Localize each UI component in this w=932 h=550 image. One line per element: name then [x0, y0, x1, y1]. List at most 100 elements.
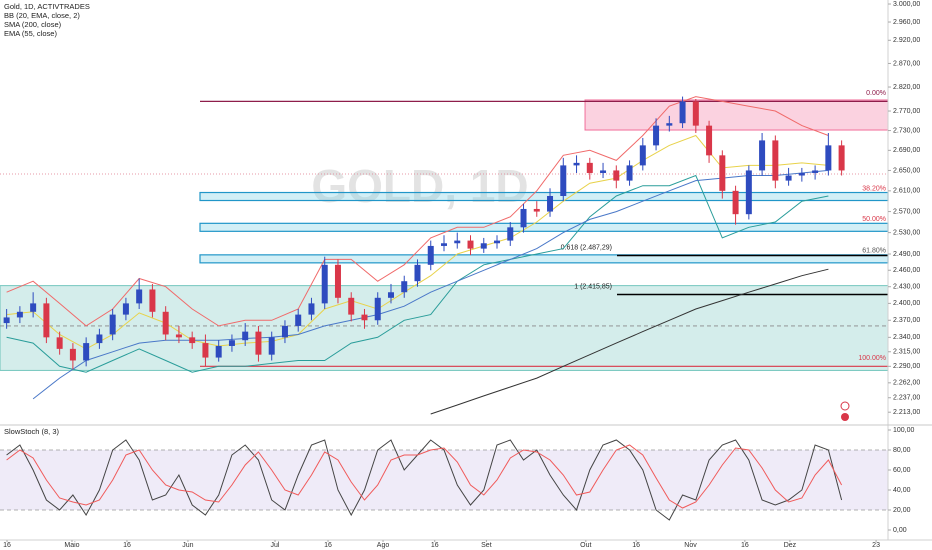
x-tick-label: Jul: [271, 542, 280, 549]
candle-body: [255, 331, 262, 355]
y-tick-label: 40,00: [893, 487, 911, 494]
legend-entry: Gold, 1D, ACTIVTRADES: [4, 2, 90, 11]
candle-body: [401, 281, 408, 293]
candle-body: [600, 170, 607, 173]
y-tick-label: 2.460,00: [893, 267, 920, 274]
indicator-line: [6, 174, 829, 373]
x-tick-label: Nov: [684, 542, 697, 549]
indicator-line: [430, 268, 829, 415]
candle-body: [83, 343, 90, 361]
x-tick-label: Ago: [377, 542, 390, 549]
candle-body: [136, 289, 143, 304]
candle-body: [825, 145, 832, 171]
candle-body: [441, 243, 447, 246]
y-tick-label: 2.610,00: [893, 188, 920, 195]
y-tick-label: 80,00: [893, 447, 911, 454]
candle-body: [613, 170, 620, 181]
fib-label: 38.20%: [862, 185, 886, 192]
zone: [584, 99, 889, 131]
candle-body: [16, 311, 23, 318]
y-tick-label: 2.262,00: [893, 380, 920, 387]
y-tick-label: 2.770,00: [893, 108, 920, 115]
x-tick-label: 16: [123, 542, 131, 549]
x-tick-label: 16: [741, 542, 749, 549]
candle-body: [295, 314, 302, 326]
y-tick-label: 2.400,00: [893, 300, 920, 307]
x-tick-label: 16: [431, 542, 439, 549]
fib-zone: [199, 222, 889, 232]
candle-body: [666, 123, 673, 126]
stoch-band: [0, 450, 888, 510]
y-tick-label: 0,00: [893, 527, 907, 534]
indicator-line: [6, 96, 829, 327]
fib-label: 61.80%: [862, 248, 886, 255]
candle-body: [242, 331, 249, 341]
candle-body: [732, 190, 739, 215]
y-tick-label: 2.213,00: [893, 409, 920, 416]
candle-body: [427, 245, 434, 265]
candle-body: [202, 343, 209, 358]
candle-body: [639, 145, 646, 166]
legend-entry: SMA (200, close): [4, 20, 62, 29]
x-tick-label: Out: [580, 542, 591, 549]
target-label: 1 (2.415,85): [574, 283, 612, 290]
y-tick-label: 3.000,00: [893, 1, 920, 8]
candle-body: [745, 170, 752, 215]
legend-entry: BB (20, EMA, close, 2): [4, 11, 80, 20]
candle-body: [414, 264, 421, 282]
candle-body: [467, 240, 474, 249]
axis-icon: [840, 401, 850, 411]
stoch-line: [6, 444, 843, 509]
candle-body: [653, 125, 660, 146]
x-tick-label: Dez: [784, 542, 797, 549]
candle-body: [69, 348, 76, 361]
legend-entry: EMA (55, close): [4, 29, 57, 38]
candle-body: [812, 170, 819, 173]
fib-label: 50.00%: [862, 216, 886, 223]
fib-label: 0.00%: [866, 90, 886, 97]
candle-body: [361, 314, 368, 321]
candle-body: [454, 240, 461, 244]
y-tick-label: 2.570,00: [893, 208, 920, 215]
candle-body: [321, 264, 328, 304]
stoch-line: [6, 439, 843, 521]
candle-body: [109, 314, 116, 335]
candle-body: [56, 337, 63, 349]
y-tick-label: 2.690,00: [893, 147, 920, 154]
candle-body: [719, 155, 726, 191]
y-tick-label: 2.820,00: [893, 84, 920, 91]
y-tick-label: 2.340,00: [893, 334, 920, 341]
candle-body: [586, 162, 593, 173]
candle-body: [692, 101, 699, 126]
y-tick-label: 2.370,00: [893, 317, 920, 324]
axis-icon: [841, 413, 849, 421]
zone: [0, 285, 889, 371]
candle-body: [308, 303, 315, 315]
candle-body: [798, 172, 805, 176]
candle-body: [387, 292, 394, 298]
x-tick-label: Jun: [182, 542, 193, 549]
fib-zone: [199, 191, 889, 202]
y-tick-label: 20,00: [893, 507, 911, 514]
candle-body: [679, 101, 686, 124]
y-tick-label: 60,00: [893, 467, 911, 474]
x-tick-label: 16: [324, 542, 332, 549]
x-tick-label: 16: [3, 542, 11, 549]
candle-body: [626, 165, 633, 181]
candle-body: [189, 337, 196, 344]
y-tick-label: 2.650,00: [893, 167, 920, 174]
candle-body: [759, 140, 766, 171]
target-label: 0.618 (2.487,29): [561, 244, 612, 251]
candle-body: [281, 325, 288, 338]
y-tick-label: 100,00: [893, 427, 915, 434]
y-tick-label: 2.430,00: [893, 284, 920, 291]
x-tick-label: Maio: [64, 542, 79, 549]
stoch-title: SlowStoch (8, 3): [4, 427, 60, 436]
candle-body: [162, 311, 169, 335]
candle-body: [3, 317, 10, 324]
candle-body: [30, 303, 37, 312]
candle-body: [560, 165, 567, 196]
watermark: GOLD, 1D: [311, 160, 528, 212]
